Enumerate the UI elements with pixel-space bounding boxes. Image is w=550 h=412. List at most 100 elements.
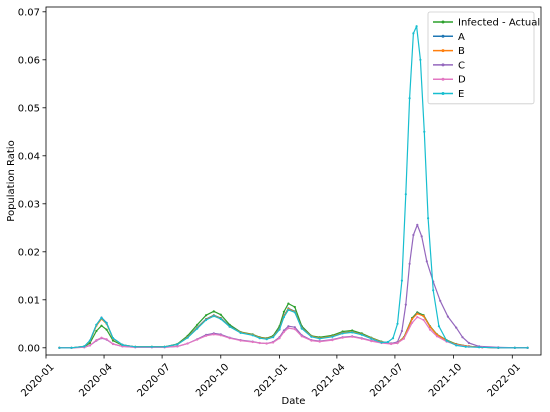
series-5-point: [351, 331, 354, 334]
series-5: [58, 25, 529, 349]
y-tick-label: 0.05: [18, 103, 40, 114]
series-4-point: [111, 342, 115, 346]
series-0-point: [293, 305, 296, 309]
series-2-point: [422, 315, 425, 318]
series-5-point: [331, 335, 334, 338]
series-0-point: [196, 323, 199, 326]
x-tick-label: 2021-04: [310, 362, 347, 399]
series-3-point: [467, 341, 470, 345]
series-4-point: [88, 344, 92, 347]
series-5-point: [464, 345, 467, 348]
series-5-point: [100, 316, 103, 320]
series-5-point: [400, 279, 403, 282]
series-3-point: [455, 326, 458, 329]
series-4-point: [310, 339, 313, 342]
series-5-point: [111, 337, 115, 340]
series-5-point: [380, 341, 383, 344]
x-axis-ticks: 2020-01 2020-04 2020-07 2020-10 2021-01 2021-…: [19, 355, 523, 399]
series-5-point: [186, 336, 189, 339]
series-0-point: [88, 341, 92, 345]
series-5-point: [455, 344, 458, 347]
y-tick-label: 0.07: [18, 7, 40, 18]
y-tick-label: 0.01: [18, 295, 40, 306]
series-5-point: [310, 335, 313, 338]
series-5-point: [212, 315, 215, 318]
series-4-point: [239, 339, 242, 342]
series-5-point: [258, 337, 261, 340]
series-3-point: [420, 235, 423, 238]
series-5-point: [423, 130, 426, 133]
y-tick-label: 0.03: [18, 199, 40, 210]
series-5-point: [228, 325, 231, 328]
series-4-point: [396, 341, 399, 345]
series-4-point: [287, 327, 290, 330]
series-5-point: [176, 343, 179, 346]
series-4-point: [219, 334, 222, 337]
x-tick-label: 2021-10: [427, 362, 464, 399]
series-5-point: [404, 193, 407, 196]
series-4-point: [228, 337, 231, 340]
series-5-point: [318, 337, 321, 340]
series-0-point: [219, 313, 222, 316]
series-5-point: [88, 339, 92, 342]
series-5-point: [497, 346, 500, 349]
series-line-4: [59, 316, 528, 349]
series-0-point: [111, 339, 115, 342]
series-4-point: [278, 337, 281, 340]
series-3-point: [461, 336, 464, 339]
series-5-point: [396, 322, 399, 325]
series-4-point: [251, 340, 254, 344]
series-5-point: [408, 97, 411, 100]
series-5-point: [300, 327, 303, 330]
series-3-point: [408, 262, 411, 265]
legend-label: B: [458, 46, 465, 57]
series-4-point: [282, 330, 285, 334]
series-layer: [58, 25, 529, 349]
x-tick-label: 2021-01: [253, 362, 290, 399]
series-5-point: [83, 345, 86, 348]
x-tick-label: 2020-07: [135, 362, 172, 399]
series-5-point: [205, 318, 208, 322]
series-5-point: [58, 346, 61, 349]
series-4-point: [105, 338, 108, 341]
x-tick-label: 2020-10: [194, 362, 231, 399]
series-4-point: [370, 340, 373, 343]
legend-label: Infected - Actual: [458, 18, 540, 29]
series-line-1: [59, 307, 528, 349]
series-5-point: [219, 317, 222, 321]
series-0-point: [212, 310, 215, 313]
series-5-point: [526, 346, 529, 349]
series-1: [58, 307, 529, 349]
series-5-point: [95, 323, 98, 326]
series-4-point: [422, 318, 425, 322]
series-5-point: [293, 311, 296, 314]
series-4-point: [360, 337, 363, 340]
series-2-point: [411, 317, 414, 321]
series-4-point: [300, 335, 303, 338]
legend-label: D: [458, 75, 466, 86]
series-0: [58, 302, 529, 349]
y-tick-label: 0.04: [18, 151, 40, 162]
series-0-point: [105, 328, 108, 331]
series-4-point: [318, 340, 321, 343]
series-5-point: [513, 346, 516, 349]
series-4-point: [331, 339, 334, 342]
legend-marker: [441, 92, 445, 95]
series-3-point: [400, 329, 403, 333]
series-5-point: [134, 345, 137, 348]
series-3-point: [287, 325, 290, 328]
series-5-point: [437, 325, 440, 328]
series-0-point: [205, 314, 208, 317]
x-tick-label: 2020-04: [77, 362, 114, 399]
series-3-point: [439, 299, 442, 302]
series-2-point: [416, 312, 419, 315]
series-5-point: [478, 346, 481, 349]
series-5-point: [427, 217, 430, 220]
series-4-point: [390, 342, 393, 346]
series-4-point: [176, 345, 179, 348]
series-5-point: [150, 345, 153, 348]
x-tick-label: 2021-07: [368, 362, 405, 399]
series-4-point: [212, 333, 215, 336]
series-4-point: [100, 336, 103, 339]
